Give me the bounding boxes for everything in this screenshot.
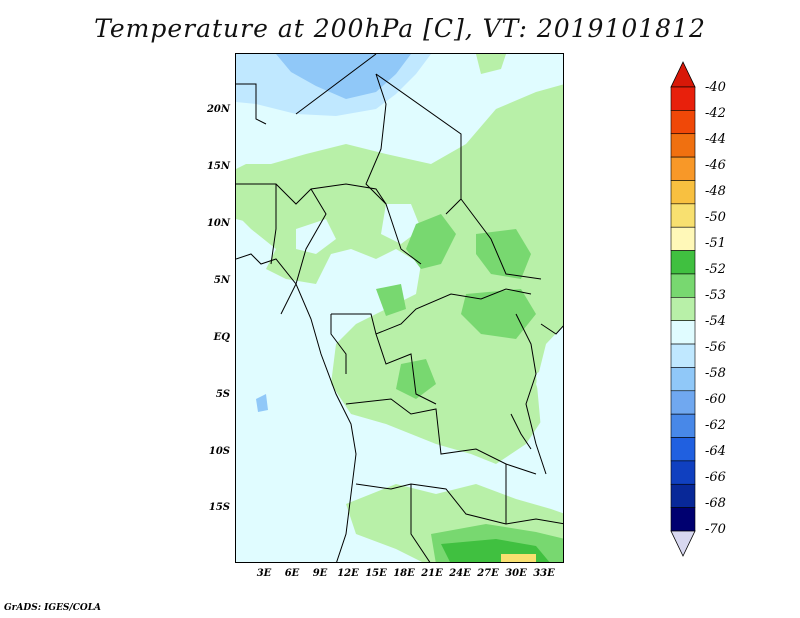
colorbar-cell <box>670 180 696 205</box>
colorbar-label: -53 <box>705 288 726 303</box>
colorbar-cell <box>670 297 696 321</box>
colorbar-cell <box>670 320 696 345</box>
field-gap-1 <box>381 204 421 244</box>
colorbar-cell <box>670 133 696 158</box>
colorbar-cell <box>670 483 696 508</box>
lat-label: 15N <box>206 161 230 172</box>
colorbar-label: -52 <box>705 262 726 277</box>
lon-label: 33E <box>533 568 555 579</box>
lon-label: 18E <box>393 568 415 579</box>
lat-label: EQ <box>213 332 230 343</box>
colorbar-label: -54 <box>705 314 726 329</box>
colorbar-cell <box>670 343 696 368</box>
colorbar-bottom-arrow <box>670 530 696 557</box>
map-field <box>236 54 563 562</box>
colorbar-cell <box>670 437 696 462</box>
field-green-central <box>236 84 563 464</box>
lon-label: 27E <box>477 568 499 579</box>
colorbar-cell <box>670 507 696 532</box>
field-green-dark-3 <box>461 289 536 339</box>
lon-label: 21E <box>421 568 443 579</box>
colorbar-label: -66 <box>705 470 726 485</box>
field-gap-2 <box>296 219 336 254</box>
colorbar-cell <box>670 156 696 181</box>
colorbar-cell <box>670 86 696 111</box>
colorbar-cell <box>670 226 696 251</box>
colorbar-label: -42 <box>705 106 726 121</box>
colorbar-cell <box>670 110 696 135</box>
chart-title: Temperature at 200hPa [C], VT: 201910181… <box>94 14 706 43</box>
lon-label: 30E <box>505 568 527 579</box>
colorbar-label: -56 <box>705 340 726 355</box>
colorbar-label: -44 <box>705 132 726 147</box>
colorbar-cell <box>670 460 696 485</box>
colorbar-label: -40 <box>705 80 726 95</box>
colorbar-label: -60 <box>705 392 726 407</box>
lat-label: 15S <box>208 502 230 513</box>
colorbar-cell <box>670 390 696 415</box>
colorbar-cell <box>670 250 696 275</box>
lon-label: 24E <box>449 568 471 579</box>
lat-label: 10N <box>206 218 230 229</box>
colorbar-top-arrow <box>670 61 696 88</box>
lon-label: 12E <box>337 568 359 579</box>
lat-label: 10S <box>208 446 230 457</box>
colorbar-label: -51 <box>705 236 726 251</box>
colorbar-label: -48 <box>705 184 726 199</box>
colorbar-cell <box>670 413 696 438</box>
lon-label: 15E <box>365 568 387 579</box>
colorbar-cells <box>670 86 696 532</box>
field-blue-speck <box>256 394 268 412</box>
colorbar-label: -68 <box>705 496 726 511</box>
lat-label: 5N <box>213 275 230 286</box>
colorbar-label: -62 <box>705 418 726 433</box>
colorbar-label: -64 <box>705 444 726 459</box>
lon-label: 6E <box>284 568 300 579</box>
colorbar-cell <box>670 367 696 392</box>
colorbar <box>670 61 696 557</box>
lat-label: 5S <box>215 389 230 400</box>
lon-label: 3E <box>256 568 272 579</box>
field-warm-patch <box>501 554 536 562</box>
field-green-dark-2 <box>476 229 531 279</box>
field-green-ne <box>476 54 506 74</box>
map-panel <box>235 53 564 563</box>
colorbar-cell <box>670 203 696 228</box>
colorbar-cell <box>670 273 696 298</box>
colorbar-label: -70 <box>705 522 726 537</box>
field-cold-medium <box>276 54 411 99</box>
lon-label: 9E <box>312 568 328 579</box>
lat-label: 20N <box>206 104 230 115</box>
field-gap-east <box>536 355 563 434</box>
country-borders <box>236 54 563 562</box>
field-green-dark-1 <box>406 214 456 269</box>
colorbar-label: -50 <box>705 210 726 225</box>
colorbar-label: -58 <box>705 366 726 381</box>
colorbar-label: -46 <box>705 158 726 173</box>
field-green-dark-5 <box>376 284 406 316</box>
field-green-dark-4 <box>396 359 436 399</box>
field-green-west <box>236 184 281 224</box>
credit-text: GrADS: IGES/COLA <box>4 603 102 613</box>
